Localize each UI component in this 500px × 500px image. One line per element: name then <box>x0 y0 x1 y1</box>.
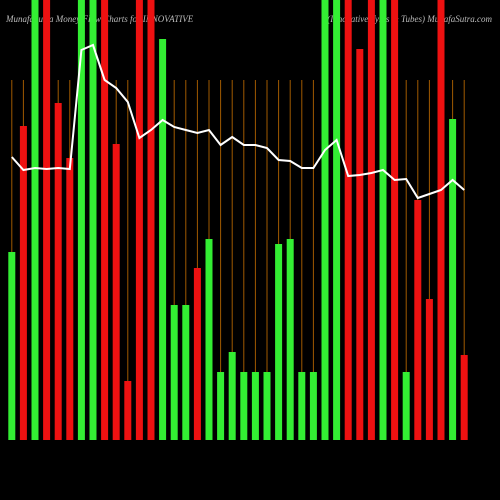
bar <box>170 305 178 440</box>
bar <box>54 103 62 440</box>
bar <box>135 0 143 440</box>
chart-title: MunafaSutra Money Flow Charts for INNOVA… <box>5 14 194 24</box>
bar <box>402 372 410 440</box>
bar <box>309 372 317 440</box>
bar <box>182 305 190 440</box>
chart-subtitle: (Innovative Tyres & Tubes) MunafaSutra.c… <box>327 14 492 24</box>
bar <box>333 0 341 440</box>
bar <box>286 239 294 440</box>
bar <box>298 372 306 440</box>
bar <box>89 0 97 440</box>
bar <box>321 0 329 440</box>
bar <box>356 49 364 440</box>
bar <box>460 355 468 440</box>
bar <box>31 0 39 440</box>
bar <box>367 0 375 440</box>
bar <box>437 0 445 440</box>
bar <box>112 144 120 440</box>
price-line <box>11 43 465 200</box>
bar <box>8 252 16 440</box>
bar <box>251 372 259 440</box>
bar <box>414 200 422 440</box>
bar <box>147 0 155 440</box>
bar <box>228 352 236 440</box>
bar <box>263 372 271 440</box>
bar <box>205 239 213 440</box>
bar <box>77 0 85 440</box>
bar <box>19 126 27 440</box>
bar <box>124 381 132 440</box>
bar <box>159 39 167 440</box>
bar <box>379 0 387 440</box>
bar <box>449 119 457 440</box>
bar <box>275 244 283 440</box>
bar <box>101 0 109 440</box>
bar <box>193 268 201 440</box>
bar <box>240 372 248 440</box>
bar <box>344 0 352 440</box>
bar <box>43 0 51 440</box>
bar <box>217 372 225 440</box>
bar <box>391 0 399 440</box>
bar <box>66 158 74 440</box>
bar <box>425 299 433 440</box>
